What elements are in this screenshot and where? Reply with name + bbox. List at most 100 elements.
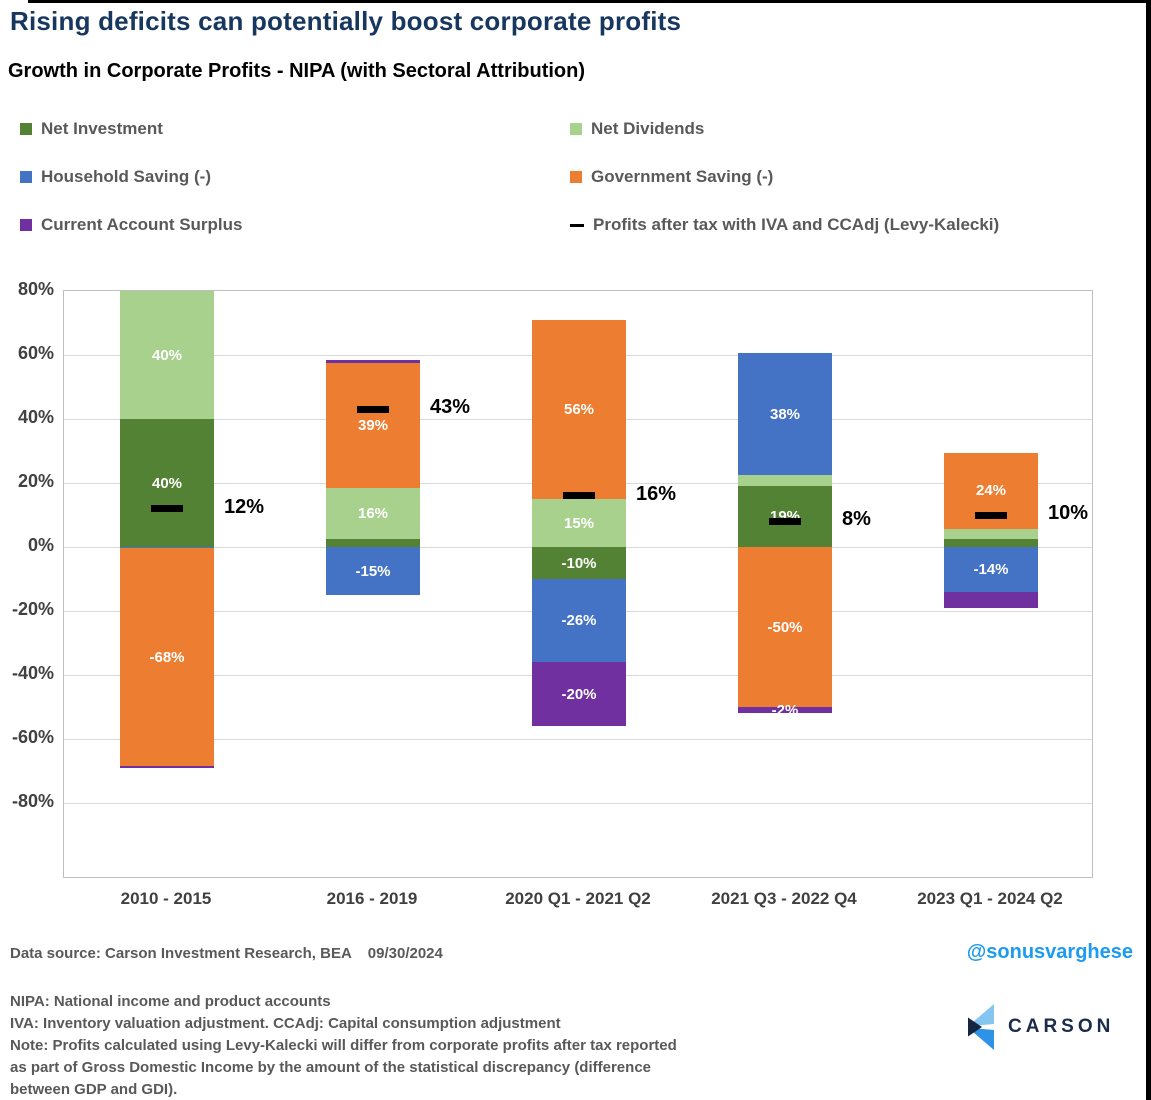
legend-label: Current Account Surplus xyxy=(41,215,243,234)
legend-item: Government Saving (-) xyxy=(570,167,774,186)
legend-square-icon xyxy=(20,171,32,183)
y-axis-tick-label: -20% xyxy=(11,599,54,619)
bar-segment xyxy=(944,529,1038,539)
bar-segment: -50% xyxy=(738,547,832,707)
footnote-line: as part of Gross Domestic Income by the … xyxy=(10,1059,652,1076)
segment-value-label: 24% xyxy=(975,482,1007,500)
bar-total-label: 8% xyxy=(842,508,871,531)
legend-square-icon xyxy=(20,123,32,135)
legend-item: Net Dividends xyxy=(570,119,705,138)
y-axis-tick-label: 20% xyxy=(17,471,54,491)
profit-marker-dash xyxy=(563,492,595,500)
x-axis-category-label: 2021 Q3 - 2022 Q4 xyxy=(711,889,857,908)
y-axis-tick-label: 80% xyxy=(17,279,54,299)
bar-segment: 38% xyxy=(738,353,832,475)
bar-segment xyxy=(120,547,214,549)
segment-value-label: -14% xyxy=(973,560,1009,578)
bar-segment: 40% xyxy=(120,419,214,547)
bar-segment: -14% xyxy=(944,547,1038,592)
segment-value-label: -15% xyxy=(355,562,391,580)
bar-total-label: 12% xyxy=(224,495,265,518)
data-source-text: Data source: Carson Investment Research,… xyxy=(10,945,352,962)
profit-marker-dash xyxy=(769,517,801,525)
carson-chevron-icon xyxy=(968,1004,994,1050)
bar-segment: -20% xyxy=(532,662,626,727)
legend-item: Profits after tax with IVA and CCAdj (Le… xyxy=(570,215,1000,234)
gridline xyxy=(64,739,1092,740)
legend-dash-icon xyxy=(570,223,584,227)
segment-value-label: 40% xyxy=(151,346,183,364)
segment-value-label: -50% xyxy=(767,618,803,636)
legend-label: Profits after tax with IVA and CCAdj (Le… xyxy=(593,215,1000,234)
legend-label: Government Saving (-) xyxy=(591,167,774,186)
bar-segment: -68% xyxy=(120,548,214,766)
footnote-line: between GDP and GDI). xyxy=(10,1081,178,1098)
segment-value-label: -26% xyxy=(561,612,597,630)
y-axis-tick-label: 40% xyxy=(17,407,54,427)
x-axis-category-label: 2016 - 2019 xyxy=(326,889,418,908)
segment-value-label: -20% xyxy=(561,685,597,703)
segment-value-label: 16% xyxy=(357,504,389,522)
data-source-date: 09/30/2024 xyxy=(367,945,443,962)
footnotes: NIPA: National income and product accoun… xyxy=(10,991,1030,1100)
gridline xyxy=(64,803,1092,804)
segment-value-label: 40% xyxy=(151,474,183,492)
top-border-line xyxy=(28,0,1151,3)
carson-wordmark: CARSON xyxy=(1008,1016,1115,1037)
bar-segment: 15% xyxy=(532,499,626,547)
legend-square-icon xyxy=(20,219,32,231)
legend-square-icon xyxy=(570,171,582,183)
segment-value-label: -68% xyxy=(149,648,185,666)
segment-value-label: 56% xyxy=(563,400,595,418)
twitter-handle[interactable]: @sonusvarghese xyxy=(966,941,1133,963)
bar-segment xyxy=(326,539,420,547)
page-title: Rising deficits can potentially boost co… xyxy=(10,6,682,36)
footnote-line: IVA: Inventory valuation adjustment. CCA… xyxy=(10,1015,561,1032)
profit-marker-dash xyxy=(975,511,1007,519)
y-axis-tick-label: -80% xyxy=(11,791,54,811)
y-axis-tick-label: 0% xyxy=(27,535,54,555)
data-source-line: Data source: Carson Investment Research,… xyxy=(10,945,443,962)
bar-segment: 56% xyxy=(532,319,626,499)
bar-total-label: 10% xyxy=(1048,502,1089,524)
legend-item: Net Investment xyxy=(20,119,163,138)
x-axis-category-label: 2010 - 2015 xyxy=(120,889,212,908)
legend: Net Investment Net Dividends Household Sav… xyxy=(20,0,1120,260)
bar-segment: 16% xyxy=(326,487,420,539)
segment-value-label: 38% xyxy=(769,405,801,423)
legend-square-icon xyxy=(570,123,582,135)
bar-segment: -26% xyxy=(532,579,626,663)
segment-value-label: 39% xyxy=(357,416,389,434)
bar-total-label: 16% xyxy=(636,482,677,505)
profit-marker-dash xyxy=(151,505,183,513)
bar-segment xyxy=(738,475,832,487)
legend-label: Net Investment xyxy=(41,119,163,138)
profit-marker-dash xyxy=(357,405,389,413)
y-axis-tick-label: -60% xyxy=(11,727,54,747)
legend-item: Current Account Surplus xyxy=(20,215,243,234)
chart: 40% 40% -68% 12% 16% -15% 39% 43% -10% 15% -26% 56%… xyxy=(11,279,1093,908)
legend-label: Net Dividends xyxy=(591,119,705,138)
bar-total-label: 43% xyxy=(430,396,471,419)
y-axis-tick-label: -40% xyxy=(11,663,54,683)
bar-segment: 39% xyxy=(326,363,420,488)
right-border-line xyxy=(1146,0,1151,1100)
x-axis-category-label: 2023 Q1 - 2024 Q2 xyxy=(917,889,1063,908)
bar-segment: 40% xyxy=(120,291,214,419)
bar-segment xyxy=(120,765,214,769)
bar-segment: -15% xyxy=(326,547,420,595)
bar-segment xyxy=(944,539,1038,547)
chart-title: Growth in Corporate Profits - NIPA (with… xyxy=(8,60,586,82)
footnote-line: NIPA: National income and product accoun… xyxy=(10,993,331,1010)
y-axis-tick-label: 60% xyxy=(17,343,54,363)
bar-segment: 19% xyxy=(738,486,832,547)
segment-value-label: -2% xyxy=(771,701,799,719)
carson-logo: CARSON xyxy=(964,1004,1114,1050)
segment-value-label: -10% xyxy=(561,554,597,572)
segment-value-label: 15% xyxy=(563,514,595,532)
plot-area: 40% 40% -68% 12% 16% -15% 39% 43% -10% 15% -26% 56%… xyxy=(63,290,1093,878)
bar-segment: -2% xyxy=(738,702,832,719)
footnote-line: Note: Profits calculated using Levy-Kale… xyxy=(10,1037,677,1054)
legend-label: Household Saving (-) xyxy=(41,167,211,186)
